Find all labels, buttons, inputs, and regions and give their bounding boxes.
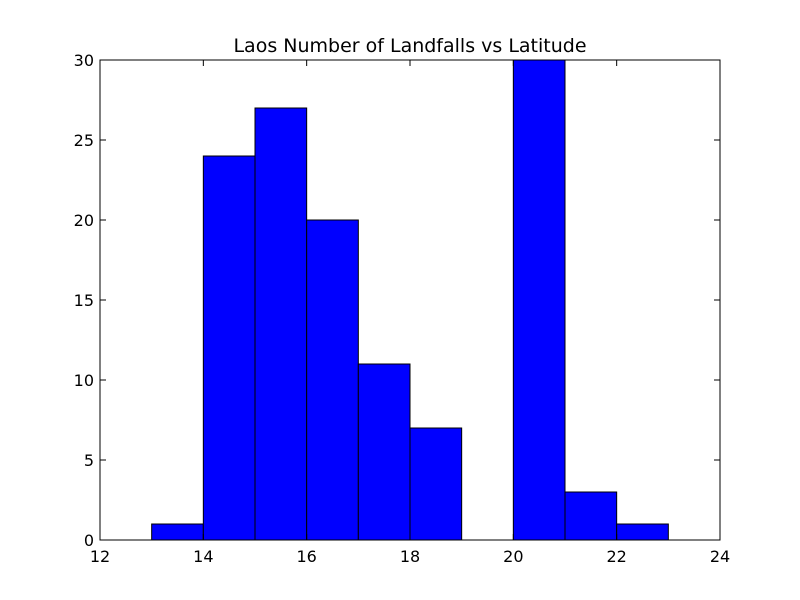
- y-tick-label-0: 0: [84, 531, 94, 550]
- chart-title: Laos Number of Landfalls vs Latitude: [233, 35, 586, 57]
- bars-layer: [151, 59, 669, 541]
- x-tick-label-1: 14: [193, 547, 213, 566]
- y-tick-label-5: 25: [74, 131, 94, 150]
- histogram-bar-1: [151, 523, 204, 541]
- x-tick-label-5: 22: [606, 547, 626, 566]
- plot-area-frame: [99, 59, 721, 541]
- histogram-bar-6: [409, 427, 463, 541]
- histogram-bar-9: [564, 491, 618, 541]
- x-tick-label-4: 20: [503, 547, 523, 566]
- x-tick-label-3: 18: [400, 547, 420, 566]
- ticks-layer: 12 14 16 18 20 22 24 0 5 10 15 20 25 30: [74, 51, 731, 566]
- histogram-bar-10: [616, 523, 669, 541]
- y-tick-label-6: 30: [74, 51, 94, 70]
- y-tick-label-3: 15: [74, 291, 94, 310]
- histogram-bar-3: [254, 107, 308, 541]
- y-tick-label-4: 20: [74, 211, 94, 230]
- histogram-bar-2: [202, 155, 256, 541]
- x-tick-label-6: 24: [710, 547, 730, 566]
- y-tick-label-1: 5: [84, 451, 94, 470]
- histogram-bar-5: [357, 363, 411, 541]
- histogram-bar-8: [512, 59, 566, 541]
- histogram-bar-4: [306, 219, 359, 541]
- x-tick-label-2: 16: [296, 547, 316, 566]
- y-tick-label-2: 10: [74, 371, 94, 390]
- x-tick-label-0: 12: [90, 547, 110, 566]
